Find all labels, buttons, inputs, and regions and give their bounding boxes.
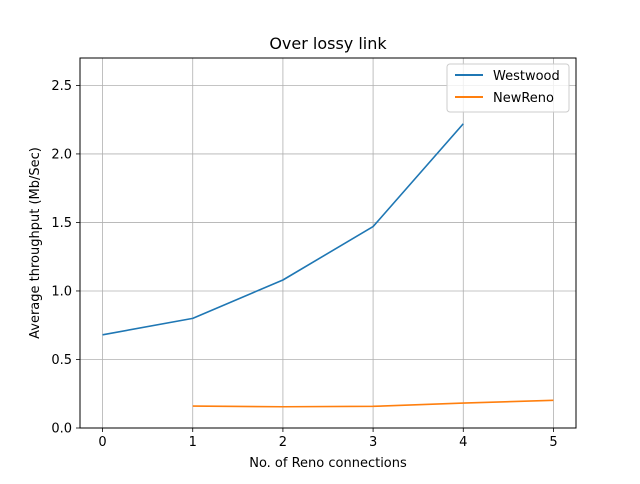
x-tick-label: 2 — [279, 435, 287, 450]
x-tick-label: 5 — [549, 435, 557, 450]
x-axis-label: No. of Reno connections — [249, 456, 407, 471]
grid — [80, 58, 576, 429]
x-tick-label: 1 — [189, 435, 197, 450]
x-tick-label: 4 — [459, 435, 467, 450]
y-axis-label: Average throughput (Mb/Sec) — [28, 147, 43, 339]
series-line-westwood — [102, 123, 464, 336]
y-tick-label: 2.5 — [51, 79, 72, 94]
x-tick-label: 3 — [369, 435, 377, 450]
y-tick-label: 0.5 — [51, 353, 72, 368]
y-tick-label: 0.0 — [51, 422, 72, 437]
legend: Westwood NewReno — [446, 63, 570, 113]
series-line-newreno — [192, 399, 554, 408]
y-tick-label: 1.5 — [51, 216, 72, 231]
x-axis-ticks: 0 1 2 3 4 5 — [98, 428, 558, 450]
legend-label-westwood: Westwood — [493, 69, 560, 84]
y-axis-ticks: 0.0 0.5 1.0 1.5 2.0 2.5 — [51, 79, 80, 437]
y-tick-label: 1.0 — [51, 284, 72, 299]
legend-label-newreno: NewReno — [493, 91, 554, 106]
x-tick-label: 0 — [98, 435, 106, 450]
plot-frame — [79, 57, 577, 429]
y-tick-label: 2.0 — [51, 147, 72, 162]
chart-title: Over lossy link — [269, 34, 387, 53]
series-lines — [102, 123, 554, 408]
